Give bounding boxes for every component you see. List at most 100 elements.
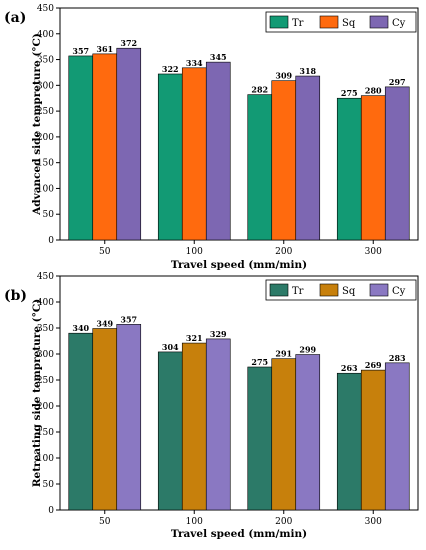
bar-sq-50 — [92, 328, 118, 511]
x-tick-label: 50 — [99, 517, 111, 527]
bar-cy-100 — [205, 61, 231, 241]
bar-sq-100 — [181, 67, 207, 241]
bar-cy-50 — [116, 47, 142, 241]
bar-tr-300 — [336, 372, 362, 511]
data-label: 263 — [341, 363, 358, 373]
data-label: 345 — [210, 52, 227, 62]
data-label: 357 — [120, 314, 137, 324]
y-tick-label: 250 — [37, 376, 54, 386]
data-label: 297 — [389, 77, 406, 87]
y-tick-label: 0 — [48, 236, 54, 246]
legend: Tr Sq Cy — [265, 279, 417, 301]
data-label: 322 — [162, 64, 179, 74]
y-tick-label: 0 — [48, 506, 54, 516]
legend-swatch-tr — [269, 283, 289, 297]
data-label: 357 — [72, 46, 89, 56]
x-tick-label: 300 — [365, 517, 382, 527]
data-label: 334 — [186, 58, 203, 68]
x-axis-label: Travel speed (mm/min) — [171, 259, 307, 271]
legend-label-tr: Tr — [292, 286, 304, 297]
y-tick-label: 150 — [37, 428, 54, 438]
y-tick-label: 50 — [43, 480, 55, 490]
legend: Tr Sq Cy — [265, 11, 417, 33]
data-label: 275 — [341, 88, 358, 98]
bar-sq-300 — [360, 95, 386, 241]
y-tick-label: 50 — [43, 210, 55, 220]
data-label: 280 — [365, 86, 382, 96]
y-tick-label: 150 — [37, 159, 54, 169]
bar-cy-200 — [295, 75, 321, 241]
y-tick-label: 350 — [37, 324, 54, 334]
legend-swatch-cy — [369, 283, 389, 297]
bar-sq-200 — [271, 80, 297, 241]
chart-panel-a: 0 50 100 150 200 250 300 350 400 450 357 361 372 50 32… — [4, 4, 419, 271]
x-tick-label: 300 — [365, 247, 382, 257]
y-tick-label: 200 — [37, 133, 54, 143]
plot-frame — [59, 7, 419, 241]
bar-tr-100 — [157, 73, 183, 241]
bar-cy-200 — [295, 354, 321, 511]
bar-tr-50 — [68, 332, 94, 511]
y-tick-label: 400 — [37, 30, 54, 40]
x-tick-label: 100 — [186, 247, 203, 257]
y-axis-label: Retreating side tempreture (°C) — [31, 299, 43, 487]
data-label: 304 — [162, 342, 179, 352]
y-tick-label: 300 — [37, 350, 54, 360]
bar-sq-300 — [360, 369, 386, 511]
data-label: 299 — [299, 345, 316, 355]
data-label: 275 — [251, 357, 268, 367]
x-tick-label: 50 — [99, 247, 111, 257]
y-tick-label: 450 — [37, 4, 54, 14]
legend-swatch-sq — [319, 15, 339, 29]
y-tick-label: 400 — [37, 298, 54, 308]
y-tick-label: 300 — [37, 81, 54, 91]
x-tick-label: 200 — [275, 247, 292, 257]
x-axis-label: Travel speed (mm/min) — [171, 528, 307, 540]
bar-cy-300 — [384, 362, 410, 511]
bar-cy-50 — [116, 324, 142, 511]
legend-swatch-tr — [269, 15, 289, 29]
bar-tr-100 — [157, 351, 183, 511]
bar-sq-50 — [92, 53, 118, 241]
legend-label-sq: Sq — [342, 286, 356, 297]
y-tick-label: 250 — [37, 107, 54, 117]
legend-swatch-sq — [319, 283, 339, 297]
bar-tr-200 — [247, 94, 273, 241]
legend-label-sq: Sq — [342, 18, 356, 29]
bar-sq-200 — [271, 358, 297, 511]
panel-label: (b) — [4, 288, 27, 304]
legend-swatch-cy — [369, 15, 389, 29]
legend-label-cy: Cy — [392, 18, 406, 29]
data-label: 321 — [186, 333, 203, 343]
bar-tr-300 — [336, 97, 362, 241]
data-label: 283 — [389, 353, 406, 363]
y-axis-label: Advanced side tempreture (°C) — [31, 33, 43, 216]
data-label: 282 — [251, 85, 268, 95]
y-tick-label: 200 — [37, 402, 54, 412]
bar-cy-100 — [205, 338, 231, 511]
bar-sq-100 — [181, 342, 207, 511]
y-tick-label: 350 — [37, 56, 54, 66]
legend-label-tr: Tr — [292, 18, 304, 29]
bar-cy-300 — [384, 86, 410, 241]
data-label: 269 — [365, 360, 382, 370]
data-label: 361 — [96, 44, 113, 54]
y-tick-label: 100 — [37, 454, 54, 464]
legend-label-cy: Cy — [392, 286, 406, 297]
data-label: 309 — [275, 71, 292, 81]
data-label: 329 — [210, 329, 227, 339]
data-label: 340 — [72, 323, 89, 333]
bar-tr-50 — [68, 55, 94, 241]
x-tick-label: 200 — [275, 517, 292, 527]
data-label: 291 — [275, 349, 292, 359]
bar-tr-200 — [247, 366, 273, 511]
data-label: 318 — [299, 66, 316, 76]
y-tick-label: 450 — [37, 272, 54, 282]
chart-panel-b: 0 50 100 150 200 250 300 350 400 450 340 349 357 50 30… — [4, 272, 419, 540]
x-tick-label: 100 — [186, 517, 203, 527]
plot-frame — [59, 275, 419, 511]
y-tick-label: 100 — [37, 184, 54, 194]
data-label: 349 — [96, 319, 113, 329]
panel-label: (a) — [4, 10, 26, 26]
